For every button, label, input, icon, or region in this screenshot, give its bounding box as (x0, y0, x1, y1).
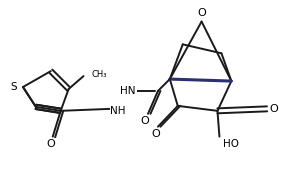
Text: HN: HN (120, 86, 136, 96)
Text: S: S (10, 82, 17, 92)
Text: O: O (197, 8, 206, 18)
Text: O: O (46, 139, 55, 149)
Text: O: O (270, 104, 278, 114)
Text: CH₃: CH₃ (91, 70, 107, 79)
Text: NH: NH (110, 106, 126, 116)
Text: O: O (141, 116, 149, 126)
Text: HO: HO (223, 139, 239, 149)
Text: O: O (151, 129, 160, 139)
